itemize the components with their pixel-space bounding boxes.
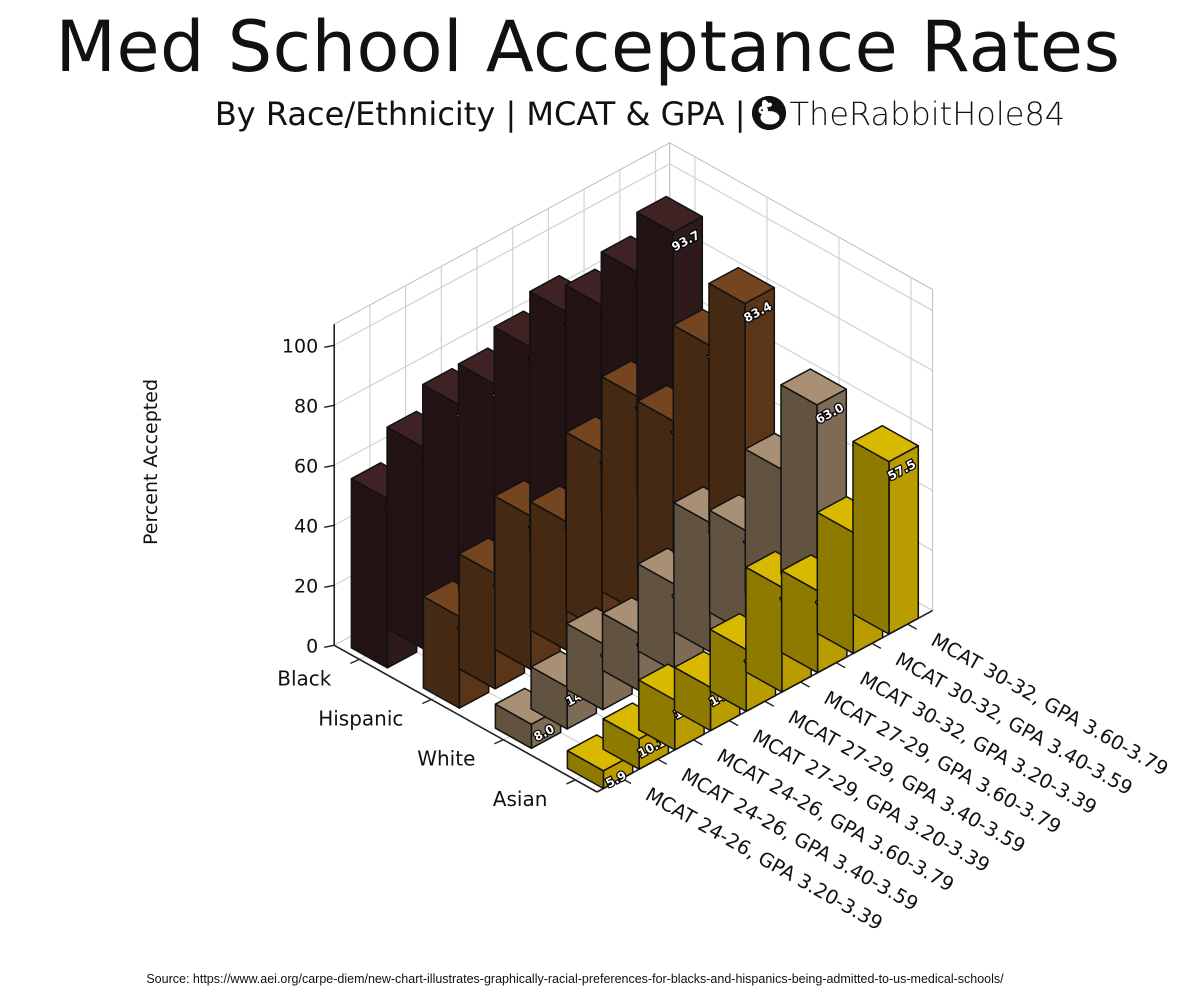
z-tick [324, 404, 335, 408]
x-tick [907, 623, 917, 630]
bar-left-face [458, 553, 496, 690]
z-tick [324, 584, 335, 588]
z-tick-label: 100 [282, 335, 318, 357]
grid-line [333, 163, 671, 346]
series-label: Asian [493, 787, 548, 811]
z-tick-label: 40 [294, 515, 318, 537]
bar-left-face [673, 501, 711, 653]
chart-subtitle: By Race/Ethnicity | MCAT & GPA | TheRabb… [0, 92, 1200, 136]
bar-left-face [494, 495, 532, 671]
bar-left-face [852, 440, 890, 635]
bar-left-face [745, 566, 783, 693]
x-tick [621, 777, 632, 785]
bar: 57.5 [852, 424, 920, 635]
y-tick [494, 739, 504, 745]
bar-top-face [708, 266, 776, 305]
bar-left-face [565, 431, 603, 632]
x-tick [835, 662, 846, 669]
y-axis-line [333, 644, 598, 793]
x-tick [800, 681, 810, 688]
bar-left-face [350, 477, 389, 669]
series-label: White [417, 747, 475, 771]
bar-left-face [529, 500, 568, 651]
x-tick [693, 739, 703, 746]
rabbit-logo-icon [751, 95, 786, 131]
z-tick [324, 464, 335, 468]
z-tick [324, 524, 335, 528]
z-tick-label: 0 [306, 635, 318, 657]
z-tick [324, 344, 335, 348]
z-tick-label: 20 [294, 575, 318, 597]
y-tick [422, 698, 432, 705]
source-note: Source: https://www.aei.org/carpe-diem/n… [146, 972, 1004, 986]
credit-text: TheRabbitHole84 [789, 95, 1066, 133]
z-tick [324, 644, 335, 648]
bar-left-face [816, 511, 855, 655]
bar-top-face [780, 368, 848, 406]
z-axis-label: Percent Accepted [140, 379, 162, 545]
series-label: Black [277, 666, 332, 690]
bar-top-face [852, 424, 920, 463]
y-tick [566, 779, 576, 785]
chart-title: Med School Acceptance Rates [55, 6, 1121, 88]
x-tick [871, 642, 882, 650]
series-label: Hispanic [318, 707, 403, 731]
x-tick [764, 700, 775, 707]
grid-line [669, 163, 933, 312]
bar-top-face [636, 195, 704, 234]
y-tick [350, 658, 360, 664]
bar-left-face [601, 375, 639, 613]
x-tick [657, 758, 668, 765]
x-tick [728, 719, 739, 727]
subtitle-text: By Race/Ethnicity | MCAT & GPA | [214, 95, 746, 133]
grid-line [669, 223, 933, 372]
z-tick-label: 60 [294, 455, 318, 477]
bar-left-face [386, 426, 424, 650]
z-tick-label: 80 [294, 395, 318, 417]
